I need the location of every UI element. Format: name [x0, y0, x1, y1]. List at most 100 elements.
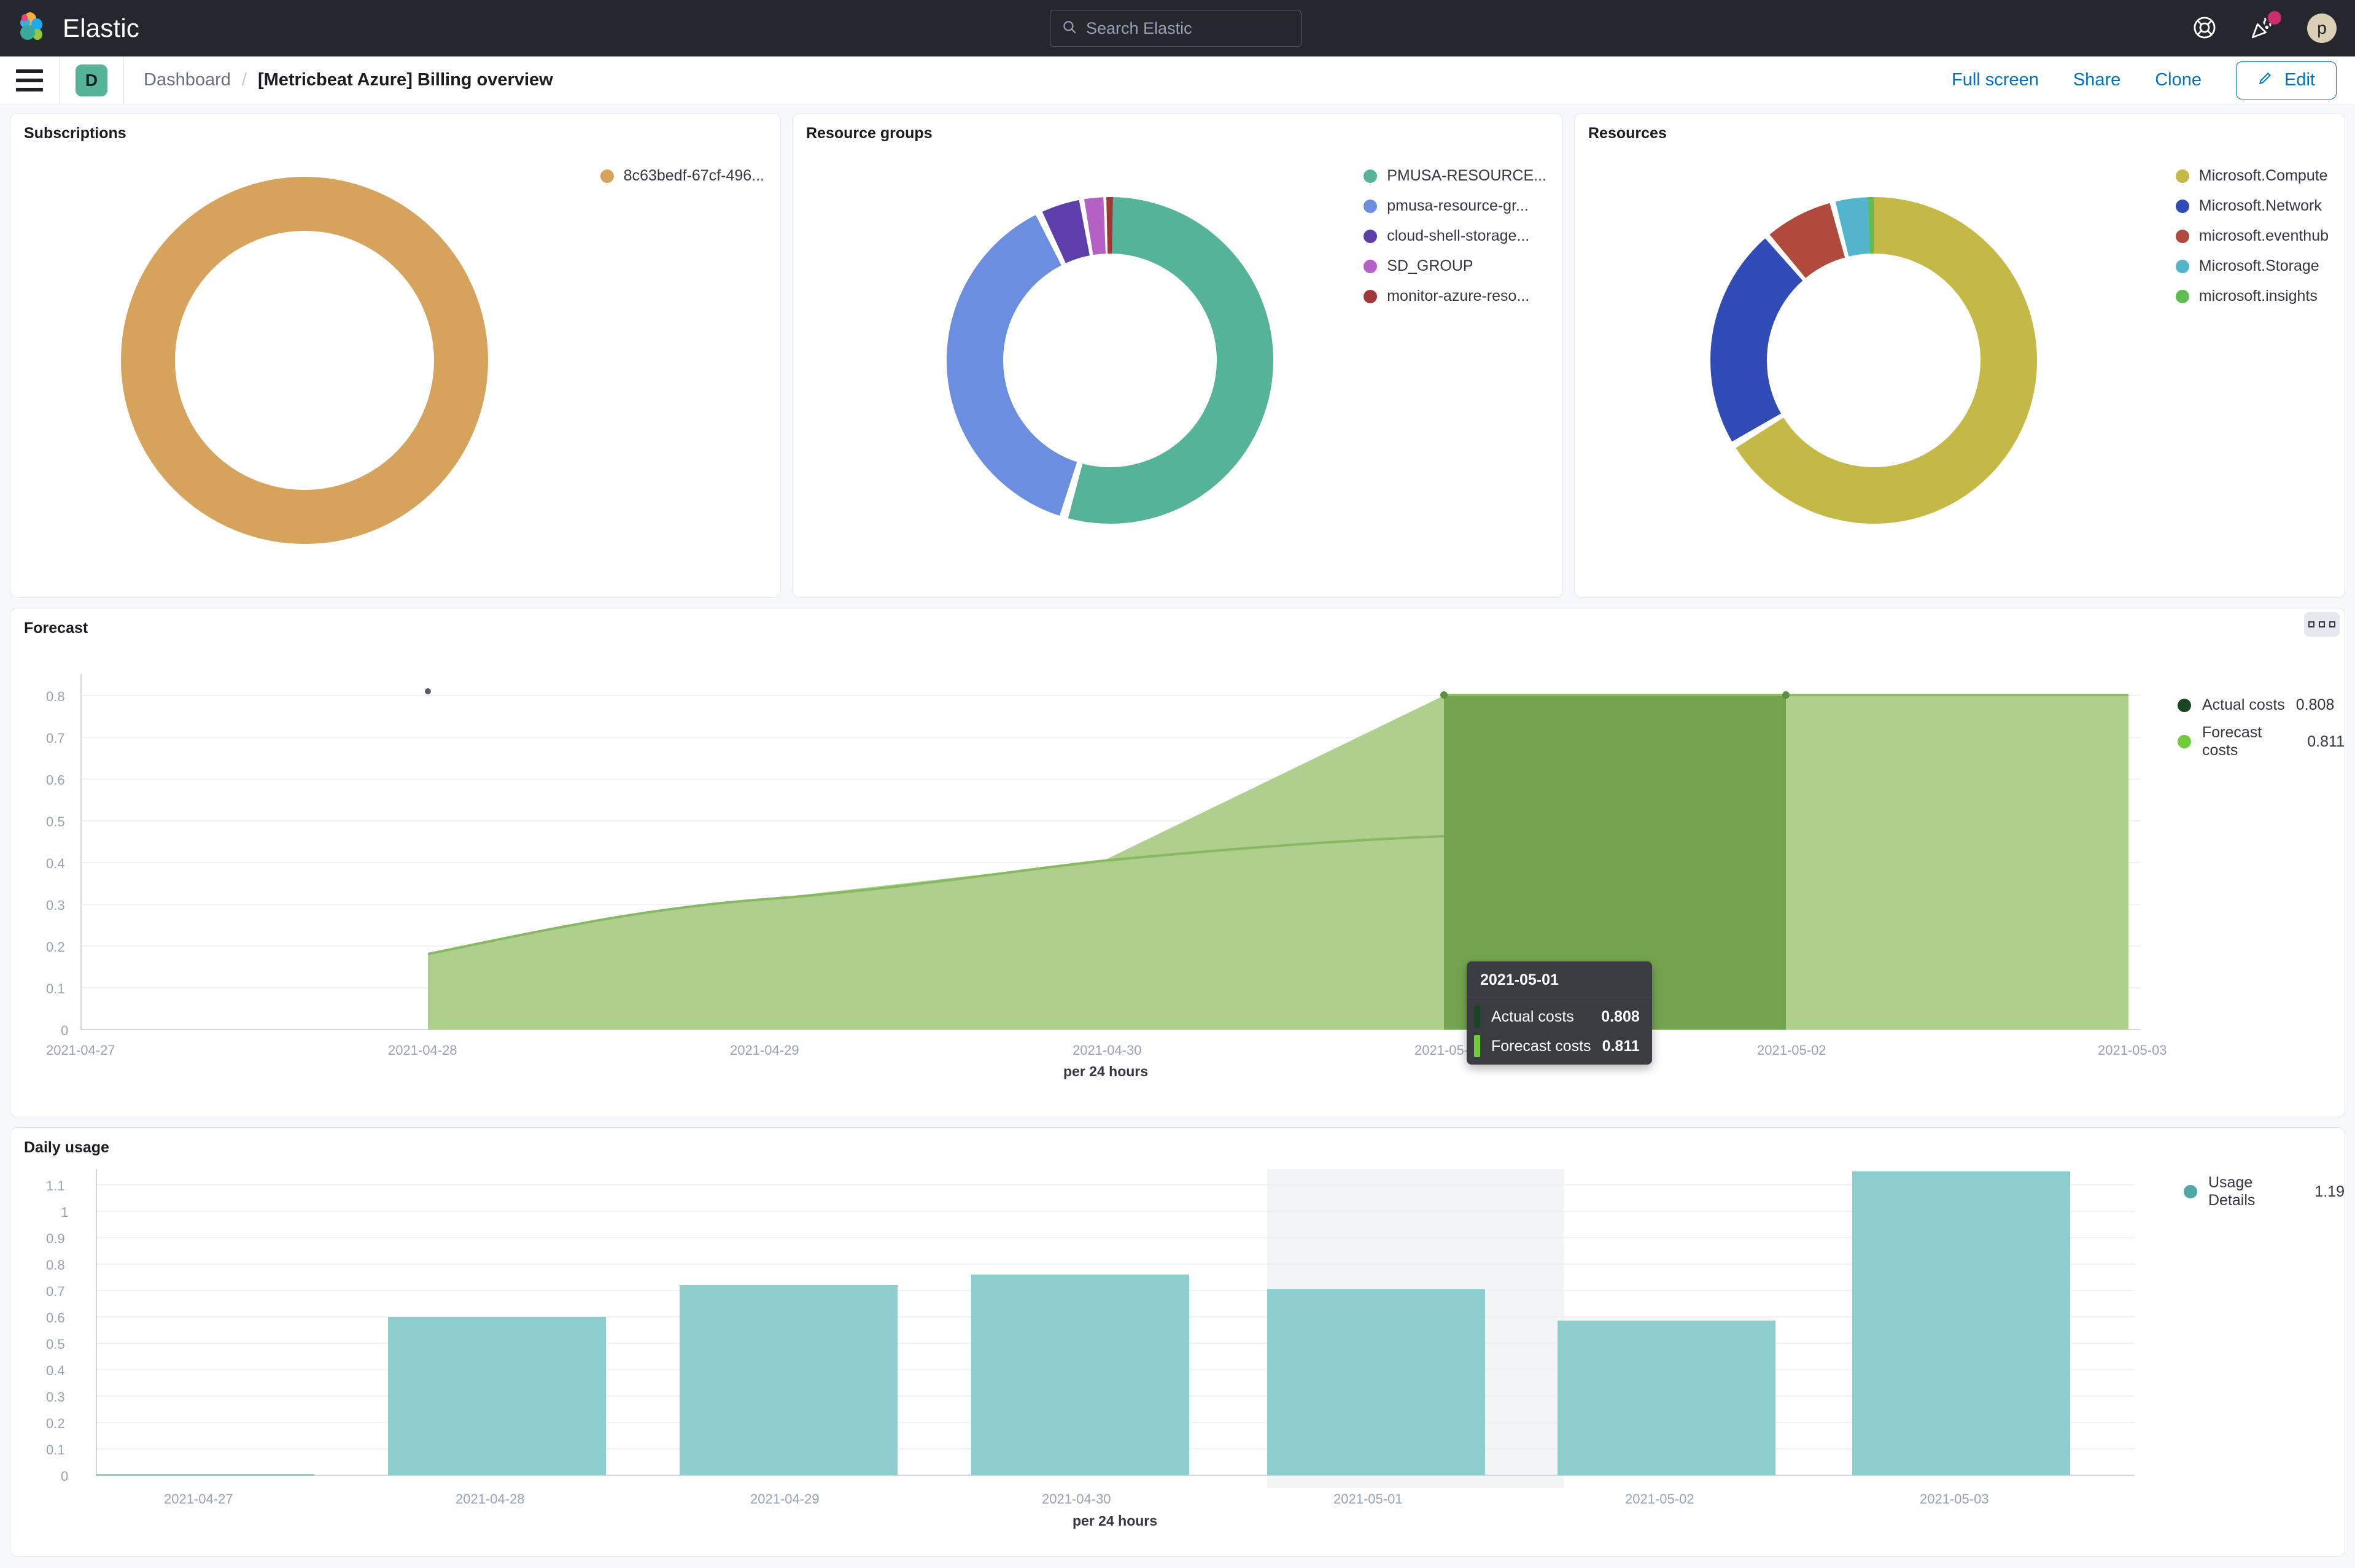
x-tick-label: 2021-04-30: [1073, 1042, 1142, 1058]
donut-subscriptions-svg: [121, 177, 488, 544]
legend-item[interactable]: microsoft.eventhub: [2175, 227, 2329, 245]
legend-swatch: [2184, 1185, 2197, 1198]
y-tick-label: 0.5: [46, 1337, 65, 1352]
dot-icon: [2319, 621, 2325, 627]
breadcrumb: Dashboard / [Metricbeat Azure] Billing o…: [144, 70, 553, 90]
legend-item[interactable]: Microsoft.Network: [2175, 197, 2329, 215]
help-lifebuoy-icon[interactable]: [2192, 15, 2219, 42]
x-tick-label: 2021-05-02: [1625, 1491, 1694, 1507]
legend-label: pmusa-resource-gr...: [1387, 197, 1529, 214]
tooltip-value: 0.808: [1601, 1007, 1640, 1025]
global-search-placeholder: Search Elastic: [1086, 18, 1192, 37]
legend-daily-usage: Usage Details 1.19: [2184, 1174, 2345, 1209]
legend-item[interactable]: Microsoft.Storage: [2175, 257, 2329, 275]
legend-resources: Microsoft.Compute Microsoft.Network micr…: [2175, 167, 2329, 305]
news-badge: [2268, 11, 2281, 25]
chart-resources[interactable]: Microsoft.Compute Microsoft.Network micr…: [1575, 142, 2345, 572]
legend-label: 8c63bedf-67cf-496...: [623, 167, 764, 184]
y-tick-label: 0: [61, 1023, 69, 1038]
legend-item[interactable]: pmusa-resource-gr...: [1364, 197, 1546, 215]
divider: [59, 56, 60, 104]
y-tick-label: 0.5: [46, 814, 65, 829]
user-avatar[interactable]: p: [2307, 14, 2337, 43]
menu-hamburger-icon[interactable]: [16, 69, 43, 91]
legend-label: Actual costs: [2202, 696, 2285, 713]
chart-daily-usage[interactable]: 1.1 1 0.9 0.8 0.7 0.6 0.5 0.4 0.3 0.2 0.…: [10, 1157, 2345, 1537]
legend-item[interactable]: Microsoft.Compute: [2175, 167, 2329, 185]
global-header-actions: p: [2192, 0, 2337, 56]
panel-context-menu-button[interactable]: [2304, 612, 2340, 637]
legend-item[interactable]: Actual costs 0.808: [2178, 696, 2345, 714]
legend-label: PMUSA-RESOURCE...: [1387, 167, 1546, 184]
legend-item[interactable]: microsoft.insights: [2175, 287, 2329, 305]
app-badge-dashboard[interactable]: D: [76, 64, 107, 96]
dashboard-actions: Full screen Share Clone Edit: [1952, 61, 2337, 99]
chart-subscriptions[interactable]: 8c63bedf-67cf-496...: [10, 142, 780, 572]
legend-swatch: [1364, 169, 1378, 183]
legend-label: Microsoft.Compute: [2198, 167, 2328, 184]
x-tick-label: 2021-05-03: [2098, 1042, 2167, 1058]
clone-button[interactable]: Clone: [2155, 70, 2202, 90]
panel-title-forecast: Forecast: [24, 619, 88, 637]
x-tick-label: 2021-05-03: [1920, 1491, 1989, 1507]
chart-resource-groups[interactable]: PMUSA-RESOURCE... pmusa-resource-gr... c…: [793, 142, 1562, 572]
x-tick-label: 2021-05-02: [1757, 1042, 1826, 1058]
legend-label: monitor-azure-reso...: [1387, 287, 1530, 305]
y-tick-label: 1.1: [46, 1178, 65, 1193]
legend-item[interactable]: 8c63bedf-67cf-496...: [600, 167, 764, 185]
x-axis-title: per 24 hours: [1073, 1513, 1158, 1529]
x-tick-label: 2021-04-28: [456, 1491, 525, 1507]
legend-subscriptions: 8c63bedf-67cf-496...: [600, 167, 764, 185]
dashboard-grid: Subscriptions 8c63bedf-67cf-496... Resou…: [0, 104, 2355, 1566]
legend-item[interactable]: Forecast costs 0.811: [2178, 724, 2345, 759]
legend-swatch: [2178, 698, 2191, 712]
x-axis-title: per 24 hours: [1063, 1063, 1149, 1079]
y-tick-label: 0.6: [46, 772, 65, 788]
legend-value: 1.19: [2314, 1182, 2345, 1200]
panel-daily-usage: Daily usage: [10, 1127, 2345, 1557]
y-tick-label: 0.7: [46, 1284, 65, 1299]
legend-swatch: [2175, 289, 2189, 303]
news-celebration-icon[interactable]: [2249, 11, 2281, 42]
tooltip-label: Forecast costs: [1491, 1037, 1591, 1055]
y-tick-label: 0.1: [46, 981, 65, 996]
legend-label: Microsoft.Storage: [2198, 257, 2319, 274]
legend-item[interactable]: PMUSA-RESOURCE...: [1364, 167, 1546, 185]
breadcrumb-item-dashboard[interactable]: Dashboard: [144, 70, 231, 90]
legend-label: microsoft.insights: [2198, 287, 2318, 305]
legend-item[interactable]: Usage Details 1.19: [2184, 1174, 2345, 1209]
full-screen-button[interactable]: Full screen: [1952, 70, 2039, 90]
panel-subscriptions: Subscriptions 8c63bedf-67cf-496...: [10, 113, 781, 598]
edit-button[interactable]: Edit: [2236, 61, 2337, 99]
legend-item[interactable]: cloud-shell-storage...: [1364, 227, 1546, 245]
legend-swatch: [2175, 169, 2189, 183]
brand[interactable]: Elastic: [17, 12, 139, 44]
legend-item[interactable]: monitor-azure-reso...: [1364, 287, 1546, 305]
bar: [680, 1285, 898, 1475]
legend-swatch: [1364, 199, 1378, 213]
x-tick-label: 2021-05-01: [1333, 1491, 1403, 1507]
tooltip-label: Actual costs: [1491, 1007, 1574, 1025]
search-icon: [1061, 19, 1077, 38]
chart-forecast[interactable]: 0.8 0.7 0.6 0.5 0.4 0.3 0.2 0.1 0 2021-0…: [10, 637, 2345, 1092]
legend-swatch: [600, 169, 614, 183]
x-tick-label: 2021-04-27: [46, 1042, 115, 1058]
elastic-logo-icon: [17, 12, 49, 44]
legend-swatch: [2175, 259, 2189, 273]
x-tick-label: 2021-04-30: [1042, 1491, 1111, 1507]
panel-resources: Resources Microsoft.Compute: [1574, 113, 2345, 598]
daily-usage-chart-svg: [96, 1169, 2135, 1488]
legend-swatch: [1364, 229, 1378, 243]
share-button[interactable]: Share: [2073, 70, 2121, 90]
legend-swatch: [2175, 199, 2189, 213]
global-search-input[interactable]: Search Elastic: [1050, 10, 1302, 47]
tooltip-row: Forecast costs 0.811: [1467, 1035, 1652, 1065]
legend-item[interactable]: SD_GROUP: [1364, 257, 1546, 275]
bar: [96, 1474, 314, 1476]
donut-resources-svg: [1710, 197, 2037, 524]
y-tick-label: 0.3: [46, 898, 65, 913]
legend-swatch: [2175, 229, 2189, 243]
y-tick-label: 0.4: [46, 1363, 65, 1378]
panel-title-resources: Resources: [1588, 125, 1667, 142]
panel-resource-groups: Resource groups PMUSA-RESOURCE: [792, 113, 1563, 598]
